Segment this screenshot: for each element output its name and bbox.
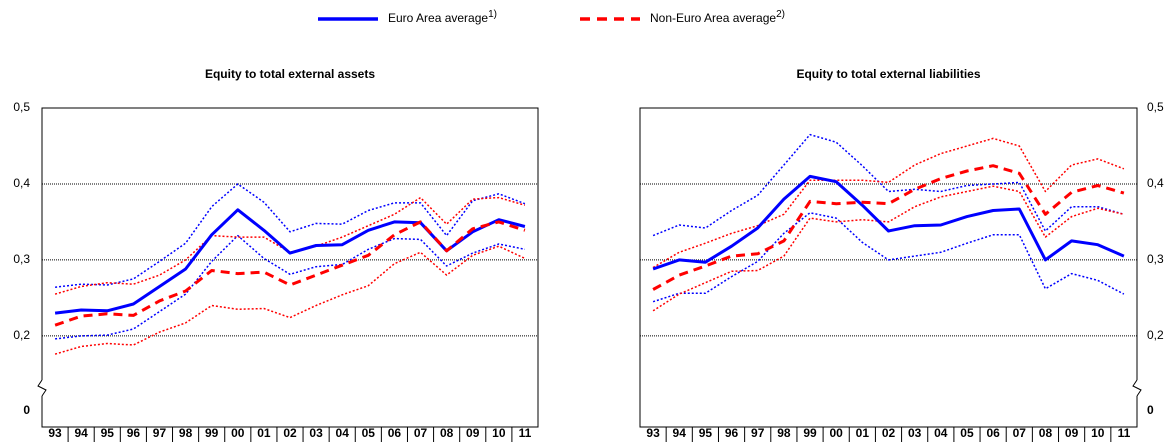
x-tick-label: 94 — [673, 426, 687, 440]
legend-text: Non-Euro Area average — [650, 11, 776, 25]
x-tick-label: 07 — [414, 426, 428, 440]
y-tick-label: 0 — [1147, 403, 1154, 417]
series-line — [54, 220, 526, 327]
x-tick-label: 97 — [751, 426, 765, 440]
x-tick-label: 00 — [231, 426, 245, 440]
x-tick-label: 99 — [205, 426, 219, 440]
series-line — [652, 164, 1125, 291]
series-line — [652, 174, 1125, 271]
y-tick-label: 0,3 — [1147, 252, 1164, 266]
x-tick-label: 11 — [519, 426, 532, 440]
series-line — [54, 245, 526, 355]
axis-break — [37, 379, 47, 397]
series-line — [652, 137, 1125, 269]
y-tick-label: 0,3 — [13, 252, 30, 266]
x-tick-label: 94 — [74, 426, 88, 440]
x-tick-label: 08 — [440, 426, 454, 440]
x-tick-label: 10 — [492, 426, 506, 440]
x-tick-label: 11 — [1118, 426, 1131, 440]
y-tick-label: 0,4 — [1147, 176, 1164, 190]
x-tick-label: 96 — [127, 426, 141, 440]
plot-frame — [639, 107, 1138, 428]
x-tick-label: 05 — [960, 426, 974, 440]
x-tick-label: 99 — [803, 426, 817, 440]
y-tick-label: 0,5 — [13, 100, 30, 114]
plot-frame — [41, 107, 539, 428]
legend-text: Euro Area average — [388, 11, 488, 25]
x-tick-label: 06 — [986, 426, 1000, 440]
y-tick-label: 0,4 — [13, 176, 30, 190]
x-tick-label: 09 — [466, 426, 480, 440]
series-line — [652, 133, 1125, 237]
x-tick-label: 01 — [856, 426, 870, 440]
chart-title: Equity to total external assets — [205, 67, 375, 81]
legend-label: Euro Area average1) — [388, 9, 497, 26]
x-tick-label: 10 — [1091, 426, 1105, 440]
legend-label: Non-Euro Area average2) — [650, 9, 785, 26]
x-tick-label: 04 — [934, 426, 948, 440]
x-tick-label: 08 — [1039, 426, 1053, 440]
x-tick-label: 07 — [1013, 426, 1027, 440]
series-line — [55, 183, 526, 288]
x-tick-label: 02 — [882, 426, 896, 440]
y-tick-label: 0,2 — [1147, 328, 1164, 342]
x-tick-label: 06 — [388, 426, 402, 440]
x-tick-label: 93 — [48, 426, 62, 440]
x-tick-label: 98 — [777, 426, 791, 440]
x-tick-label: 96 — [725, 426, 739, 440]
x-tick-label: 95 — [699, 426, 713, 440]
x-tick-label: 02 — [283, 426, 297, 440]
legend-superscript: 1) — [488, 9, 497, 20]
chart-title: Equity to total external liabilities — [796, 67, 980, 81]
y-tick-label: 0 — [23, 403, 30, 417]
x-tick-label: 05 — [362, 426, 376, 440]
axis-break — [1132, 379, 1142, 397]
x-tick-label: 04 — [336, 426, 350, 440]
x-tick-label: 03 — [908, 426, 922, 440]
series-line — [55, 234, 526, 340]
x-tick-label: 98 — [179, 426, 193, 440]
x-tick-label: 00 — [830, 426, 844, 440]
y-tick-label: 0,5 — [1147, 100, 1164, 114]
y-tick-label: 0,2 — [13, 328, 30, 342]
x-tick-label: 95 — [101, 426, 115, 440]
x-tick-label: 97 — [153, 426, 167, 440]
series-line — [652, 185, 1125, 312]
x-tick-label: 03 — [309, 426, 323, 440]
x-tick-label: 09 — [1065, 426, 1079, 440]
x-tick-label: 01 — [257, 426, 271, 440]
legend-superscript: 2) — [776, 9, 785, 20]
x-tick-label: 93 — [646, 426, 660, 440]
series-line — [652, 212, 1125, 303]
